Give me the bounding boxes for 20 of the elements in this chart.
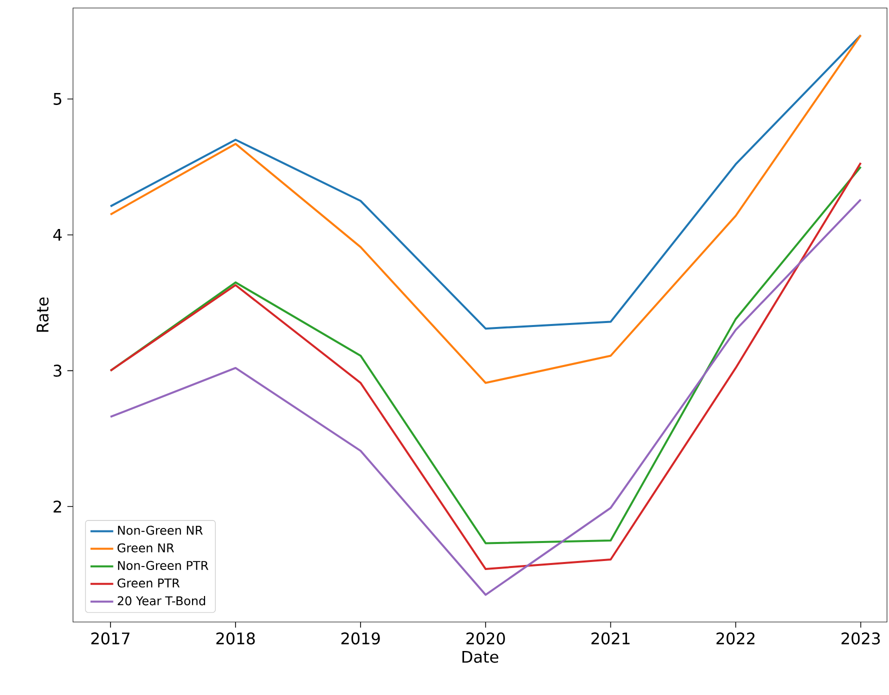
- legend-label: Non-Green PTR: [118, 560, 208, 570]
- x-tick-label: 2017: [91, 632, 130, 644]
- x-axis-title: Date: [462, 650, 498, 663]
- y-tick-label: 3: [54, 364, 62, 377]
- y-tick-label: 2: [54, 500, 62, 512]
- y-axis-title: Rate: [36, 297, 49, 332]
- x-tick-label: 2018: [216, 632, 255, 644]
- x-tick-label: 2023: [842, 632, 880, 644]
- legend-label: Non-Green NR: [118, 526, 203, 535]
- x-tick-label: 2022: [716, 632, 754, 644]
- legend-label: 20 Year T-Bond: [118, 596, 206, 606]
- y-tick-label: 4: [53, 229, 62, 241]
- legend-label: Green PTR: [118, 578, 180, 588]
- x-tick-label: 2021: [591, 632, 630, 644]
- x-tick-label: 2020: [466, 632, 505, 644]
- x-tick-label: 2019: [341, 632, 380, 644]
- legend-label: Green NR: [118, 543, 174, 552]
- y-tick-label: 5: [54, 93, 62, 105]
- line-series: [110, 34, 862, 384]
- line-series: [110, 34, 862, 330]
